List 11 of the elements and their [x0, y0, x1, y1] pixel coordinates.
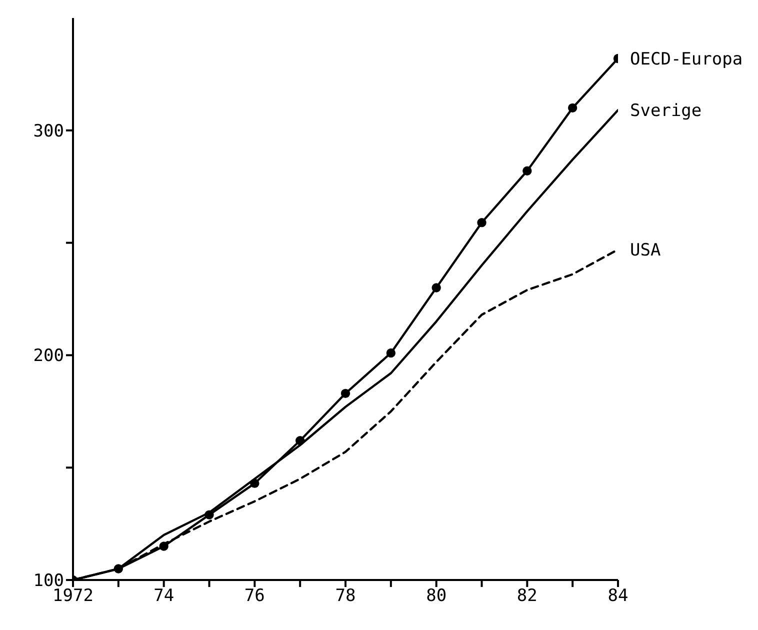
y-tick-label: 300 [33, 121, 64, 142]
x-tick-label: 82 [516, 586, 538, 606]
series-label: Sverige [630, 101, 702, 122]
x-tick-label: 80 [426, 586, 447, 606]
series-label: USA [630, 240, 661, 261]
y-tick-label: 200 [33, 346, 64, 366]
x-tick-label: 78 [335, 586, 356, 606]
series-label: OECD-Europa [630, 49, 743, 70]
x-tick-label: 76 [244, 586, 265, 606]
x-tick-label: 84 [608, 586, 628, 606]
x-tick-label: 74 [154, 586, 174, 606]
